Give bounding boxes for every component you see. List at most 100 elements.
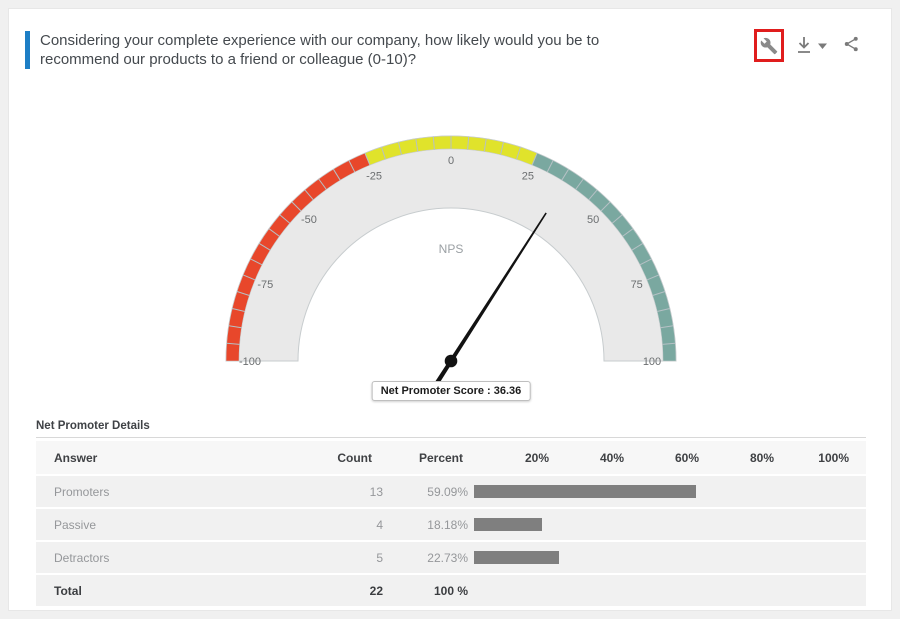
gauge-minor-tick: [381, 146, 386, 160]
table-row: Promoters 13 59.09%: [36, 476, 866, 507]
gauge-minor-tick: [656, 308, 670, 312]
percent-bar: [474, 485, 696, 498]
caret-glyph: [818, 43, 827, 49]
gauge-minor-tick: [304, 189, 314, 201]
gauge-minor-tick: [546, 160, 554, 173]
gauge-minor-tick: [600, 201, 611, 212]
accent-bar: [25, 31, 30, 69]
gauge-needle-pivot: [444, 354, 458, 368]
dropdown-caret-icon[interactable]: [818, 43, 828, 50]
gauge-minor-tick: [483, 138, 487, 152]
gauge-minor-tick: [531, 152, 538, 166]
gauge-tick-label: -75: [257, 279, 273, 291]
gauge-minor-tick: [500, 142, 504, 156]
total-bar-cell: [474, 575, 866, 606]
count-cell: 5: [376, 550, 383, 565]
gauge-minor-tick: [318, 178, 327, 190]
gauge-minor-tick: [279, 214, 291, 224]
details-title: Net Promoter Details: [36, 420, 150, 432]
answer-cell: Passive: [54, 517, 97, 532]
gauge-tick-label: 0: [448, 155, 454, 167]
gauge-band: [531, 152, 677, 362]
gauge-minor-tick: [662, 342, 676, 345]
count-cell: 13: [369, 484, 383, 499]
gauge-tick-label: 75: [631, 279, 643, 291]
widget-card: Considering your complete experience wit…: [8, 8, 892, 611]
gauge-minor-tick: [232, 308, 246, 312]
nps-gauge-chart: -100 -75 -50 -25 0 25 50 75 100 NPS: [9, 131, 893, 411]
share-icon[interactable]: [843, 35, 860, 53]
bar-cell: [474, 476, 866, 507]
gauge-minor-tick: [268, 228, 280, 237]
answer-cell: Promoters: [54, 484, 110, 499]
gauge-tick-label: -100: [239, 356, 261, 368]
question-title: Considering your complete experience wit…: [40, 32, 600, 68]
wrench-icon-glyph: [760, 37, 778, 54]
gauge-minor-tick: [588, 189, 598, 201]
table-row: Detractors 5 22.73%: [36, 542, 866, 573]
gauge-minor-tick: [348, 160, 356, 173]
gauge-tick-label: -25: [366, 170, 382, 182]
gauge-tick-label: 25: [522, 170, 534, 182]
gauge-minor-tick: [652, 291, 666, 296]
gauge-minor-tick: [415, 138, 419, 152]
header-axis-100: 100%: [818, 450, 849, 465]
gauge-minor-tick: [660, 325, 674, 329]
gauge-minor-tick: [250, 258, 263, 266]
gauge-minor-tick: [611, 214, 623, 224]
download-icon[interactable]: [795, 35, 813, 55]
download-icon-glyph: [798, 37, 810, 53]
gauge-minor-tick: [575, 178, 584, 190]
gauge-minor-tick: [398, 142, 402, 156]
bar-cell: [474, 509, 866, 540]
share-icon-glyph: [844, 36, 858, 52]
bar-cell: [474, 542, 866, 573]
gauge-minor-tick: [516, 146, 521, 160]
percent-cell: 59.09%: [427, 484, 468, 499]
details-table: Answer Count Percent 20% 40% 60% 80% 100…: [36, 437, 866, 606]
header-percent: Percent: [418, 450, 463, 465]
gauge-needle: [434, 212, 547, 385]
gauge-minor-tick: [467, 136, 470, 150]
gauge-svg: -100 -75 -50 -25 0 25 50 75 100 NPS: [225, 135, 677, 385]
gauge-minor-tick: [332, 168, 341, 181]
header-axis-60: 60%: [674, 450, 699, 465]
percent-cell: 18.18%: [427, 517, 468, 532]
gauge-minor-tick: [646, 274, 660, 281]
gauge-minor-tick: [258, 242, 271, 251]
gauge-minor-tick: [228, 325, 242, 329]
gauge-tooltip: Net Promoter Score : 36.36: [371, 381, 531, 401]
gauge-minor-tick: [236, 291, 250, 296]
question-header: Considering your complete experience wit…: [25, 31, 662, 69]
header-axis-80: 80%: [749, 450, 774, 465]
gauge-minor-tick: [561, 168, 570, 181]
total-percent-cell: 100 %: [433, 583, 468, 598]
total-answer-cell: Total: [54, 583, 82, 598]
percent-bar: [474, 551, 560, 564]
gauge-minor-tick: [631, 242, 644, 251]
header-axis-20: 20%: [524, 450, 549, 465]
gauge-tick-label: -50: [301, 214, 317, 226]
table-row: Passive 4 18.18%: [36, 509, 866, 540]
gauge-minor-tick: [291, 201, 302, 212]
answer-cell: Detractors: [54, 550, 110, 565]
header-count: Count: [337, 450, 372, 465]
percent-cell: 22.73%: [427, 550, 468, 565]
gauge-minor-tick: [622, 228, 634, 237]
table-header-row: Answer Count Percent 20% 40% 60% 80% 100…: [36, 441, 866, 474]
gauge-center-label: NPS: [439, 242, 464, 256]
header-axis-40: 40%: [599, 450, 624, 465]
total-count-cell: 22: [369, 583, 383, 598]
gauge-minor-tick: [639, 258, 652, 266]
table-body: Promoters 13 59.09% Passive 4 18.18% Detractor…: [36, 476, 866, 606]
gauge-tick-label: 100: [643, 356, 661, 368]
header-answer: Answer: [54, 450, 98, 465]
table-total-row: Total 22 100 %: [36, 575, 866, 606]
gauge-tick-label: 50: [587, 214, 599, 226]
annotation-highlight-box: [754, 29, 784, 62]
wrench-icon[interactable]: [760, 37, 778, 55]
percent-bar: [474, 518, 543, 531]
gauge-minor-tick: [226, 342, 240, 345]
gauge-minor-tick: [364, 152, 371, 166]
